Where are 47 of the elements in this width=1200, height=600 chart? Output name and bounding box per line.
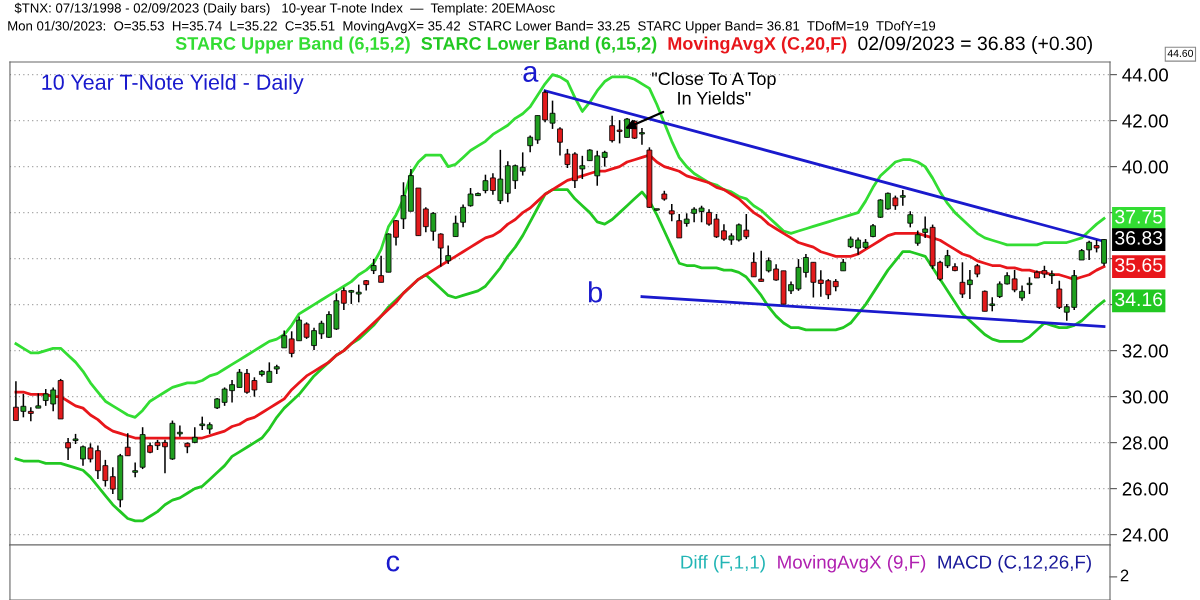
annotation: "Close To A Top In Yields" — [652, 71, 776, 105]
y-tick-label: 26.00 — [1122, 482, 1168, 496]
candlestick — [27, 406, 34, 423]
text: $TNX: 07/13/1998 - 02/09/2023 (Daily bars) 10-year T-note Index — Template: 20EMAosc — [14, 2, 555, 16]
candlestick — [460, 203, 466, 229]
y-tick-label: 42.00 — [1122, 114, 1168, 128]
text: 44.60 — [1167, 49, 1194, 58]
annotation: a — [523, 65, 539, 82]
text: 36.83 — [1115, 230, 1163, 245]
candlestick — [758, 250, 765, 283]
data-label: 37.75 — [1115, 209, 1163, 224]
candlestick — [676, 213, 683, 239]
candlestick — [199, 415, 206, 431]
candlestick — [668, 203, 675, 223]
candlestick — [1056, 279, 1063, 310]
data-label: 34.16 — [1115, 292, 1163, 307]
candlestick — [65, 437, 71, 461]
text: MovingAvgX (9,F) — [778, 554, 926, 573]
annotation: b — [588, 281, 603, 303]
text: STARC Lower Band (6,15,2) — [421, 36, 657, 54]
data-label: 35.65 — [1115, 258, 1163, 272]
y-tick-label: 40.00 — [1122, 160, 1168, 174]
candlestick — [378, 254, 384, 284]
candlestick — [437, 232, 444, 268]
candlestick — [132, 461, 139, 479]
candlestick — [557, 126, 563, 157]
y-tick-label: 44.00 — [1122, 68, 1168, 82]
text: Diff (F,1,1) — [681, 554, 765, 573]
text: Mon 01/30/2023: O=35.53 H=35.74 L=35.22 C=35.51 MovingAvgX= 35.42 STARC Lower Band= 33.25 STARC Upper Band= 36.81 TDofM=19 TDofY=19 — [8, 20, 936, 34]
candlestick — [922, 215, 929, 239]
candlestick — [899, 189, 906, 207]
candlestick — [519, 151, 526, 177]
y-tick-label: 24.00 — [1122, 528, 1168, 542]
text: STARC Upper Band (6,15,2) — [175, 36, 410, 54]
y-tick-label: 28.00 — [1122, 436, 1168, 450]
text: MACD (C,12,26,F) — [938, 554, 1091, 573]
text: c — [386, 555, 400, 572]
text: MovingAvgX (C,20,F) — [668, 36, 847, 54]
candlestick — [445, 244, 452, 265]
y-tick-label: 30.00 — [1122, 390, 1168, 404]
text: 2 — [1120, 569, 1129, 582]
text: 10 Year T-Note Yield - Daily — [42, 74, 304, 95]
y-tick-label: 32.00 — [1122, 344, 1168, 358]
text: 02/09/2023 = 36.83 (+0.30) — [858, 35, 1092, 55]
candlestick — [355, 283, 362, 304]
candlestick — [452, 214, 459, 238]
candlestick — [750, 251, 757, 278]
